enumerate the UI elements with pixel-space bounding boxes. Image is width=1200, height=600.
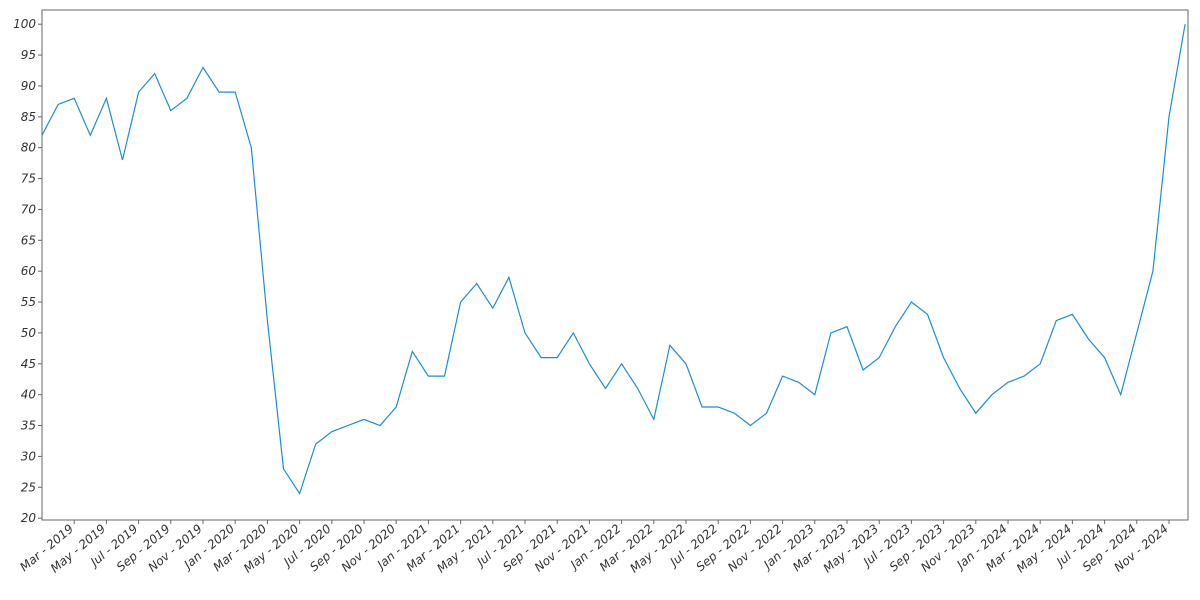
series-line [41, 24, 1186, 495]
plot-frame [41, 9, 1189, 521]
y-tick-label: 50 [21, 326, 37, 340]
y-tick-label: 90 [21, 79, 37, 93]
y-tick-label: 80 [21, 141, 37, 155]
y-tick-label: 25 [21, 480, 36, 494]
y-tick-label: 95 [21, 48, 36, 62]
y-tick-label: 45 [21, 357, 36, 371]
y-tick-label: 55 [21, 295, 36, 309]
y-tick-label: 75 [21, 172, 36, 186]
y-tick-label: 65 [21, 233, 36, 247]
y-tick-label: 85 [21, 110, 36, 124]
y-tick-label: 35 [21, 419, 36, 433]
y-tick-label: 60 [21, 264, 37, 278]
y-tick-label: 30 [21, 449, 37, 463]
y-tick-label: 100 [13, 17, 36, 31]
y-tick-label: 40 [21, 388, 37, 402]
y-tick-label: 70 [21, 202, 37, 216]
y-tick-label: 20 [21, 511, 37, 525]
